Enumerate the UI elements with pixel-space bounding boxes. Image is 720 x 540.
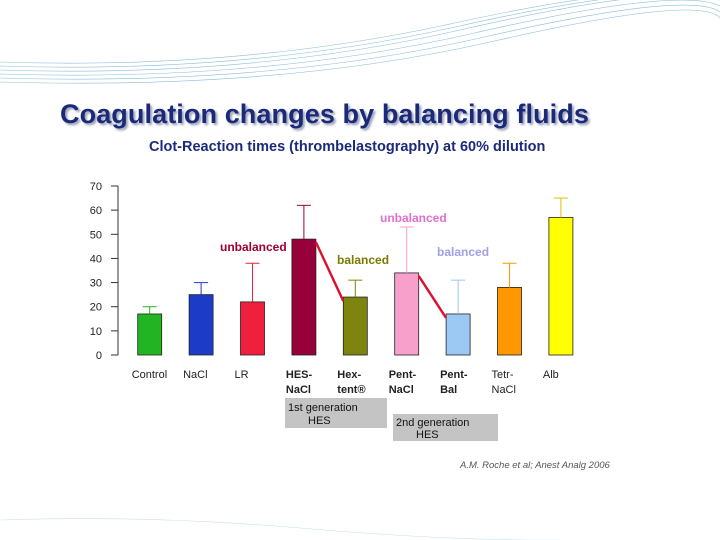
bar — [291, 238, 317, 356]
y-tick-label: 10 — [90, 326, 102, 338]
group-box-1st-line2: HES — [308, 415, 331, 427]
x-tick-label-line2: Bal — [440, 384, 457, 396]
bar — [342, 296, 368, 356]
x-axis-labels: Control NaCl LR HES- NaCl Hex-tent® Pent- NaCl P… — [132, 369, 559, 396]
x-tick-label: Control — [132, 369, 167, 381]
y-tick-label: 30 — [90, 278, 102, 290]
x-tick-label: Pent- — [440, 369, 468, 381]
y-tick-label: 50 — [90, 229, 102, 241]
x-tick-label-line2: NaCl — [492, 384, 516, 396]
bar — [240, 301, 265, 356]
y-axis: 0 10 20 30 40 50 60 70 — [90, 181, 119, 362]
error-bars — [142, 197, 568, 314]
connector-hes-to-hextend — [314, 241, 345, 302]
chart-subtitle: Clot-Reaction times (thrombelastography)… — [149, 139, 546, 155]
y-tick-label: 20 — [90, 302, 102, 314]
connector-lines — [314, 241, 448, 319]
y-tick-label: 0 — [96, 350, 102, 362]
bars — [137, 216, 574, 356]
connector-pentnacl-to-pentbal — [417, 275, 448, 319]
x-tick-label-line2: tent® — [337, 384, 365, 396]
x-tick-label: LR — [235, 369, 249, 381]
x-tick-label-line2: NaCl — [286, 384, 311, 396]
bar — [188, 294, 214, 356]
y-tick-label: 60 — [90, 205, 102, 217]
group-box-1st-generation: 1st generation HES — [285, 398, 387, 428]
y-tick-label: 40 — [90, 253, 102, 265]
x-tick-label: Hex- — [337, 369, 361, 381]
group-box-2nd-generation: 2nd generation HES — [393, 414, 498, 441]
bar — [137, 313, 163, 356]
x-tick-label: Tetr- — [492, 369, 514, 381]
group-box-2nd-line1: 2nd generation — [396, 417, 469, 429]
x-tick-label: Pent- — [389, 369, 417, 381]
annotation-balanced-pent: balanced — [437, 245, 489, 259]
citation: A.M. Roche et al; Anest Analg 2006 — [460, 460, 610, 471]
x-tick-label-line2: NaCl — [389, 384, 414, 396]
annotation-unbalanced-hes: unbalanced — [220, 240, 287, 254]
x-tick-label: Alb — [543, 369, 559, 381]
slide-title: Coagulation changes by balancing fluids — [60, 99, 589, 129]
x-tick-label: HES- — [286, 369, 313, 381]
bar — [548, 216, 574, 356]
group-box-2nd-line2: HES — [416, 429, 439, 441]
annotation-unbalanced-pent: unbalanced — [380, 211, 447, 225]
bar — [497, 286, 522, 356]
x-tick-label: NaCl — [183, 369, 207, 381]
annotation-balanced-hextend: balanced — [337, 253, 389, 267]
group-box-1st-line1: 1st generation — [288, 402, 358, 414]
bar — [445, 313, 471, 356]
bar — [394, 272, 420, 356]
y-tick-label: 70 — [90, 181, 102, 193]
